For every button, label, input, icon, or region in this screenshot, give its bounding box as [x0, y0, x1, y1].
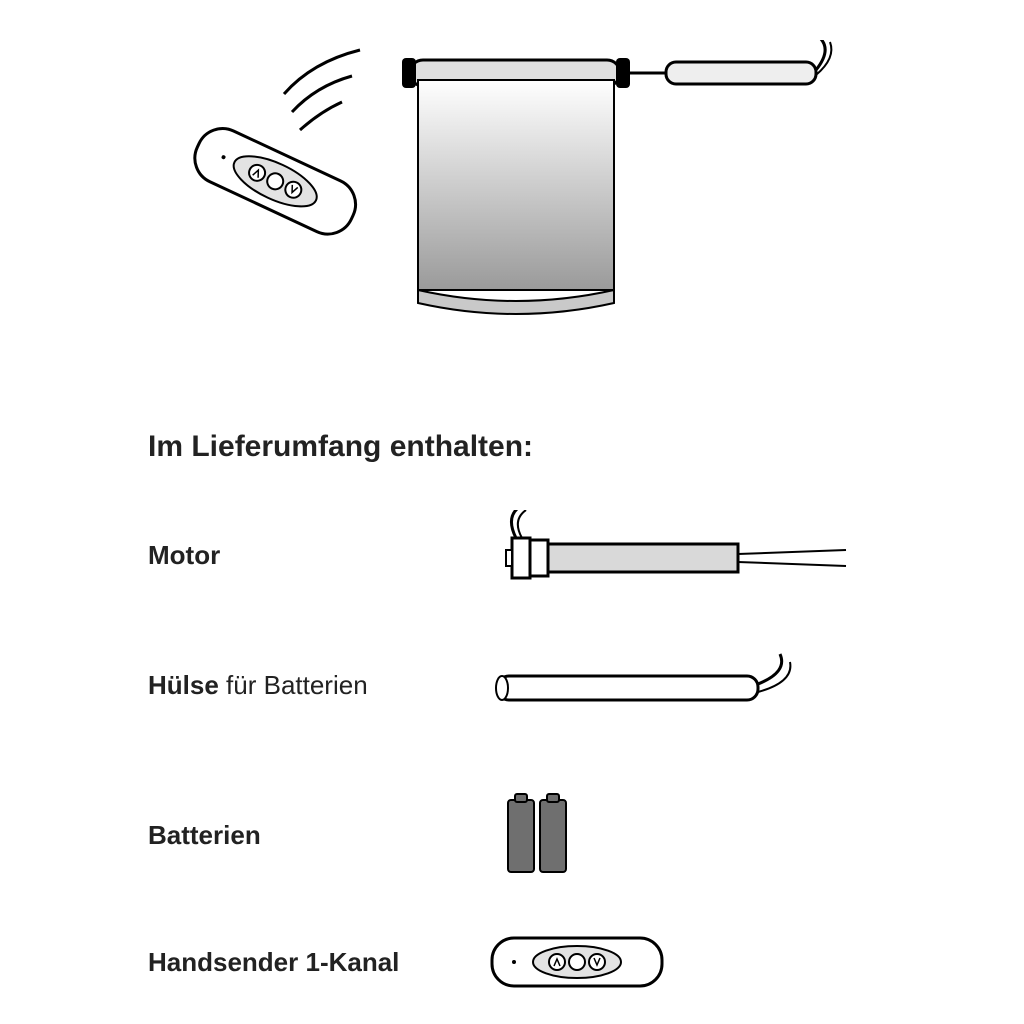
label-huelse-bold: Hülse — [148, 670, 219, 700]
label-batt-bold: Batterien — [148, 820, 261, 850]
label-motor-bold: Motor — [148, 540, 220, 570]
hero-illustration — [180, 40, 840, 370]
row-handsender: Handsender 1-Kanal — [148, 930, 868, 994]
motor-icon — [488, 510, 868, 600]
section-title: Im Lieferumfang enthalten: — [148, 430, 533, 464]
handsender-icon — [488, 930, 868, 994]
row-motor: Motor — [148, 510, 868, 600]
row-batterien: Batterien — [148, 790, 868, 880]
row-huelse: Hülse für Batterien — [148, 650, 868, 720]
label-remote-bold: Handsender 1-Kanal — [148, 947, 399, 977]
battery-icon — [488, 790, 868, 880]
label-huelse-light: für Batterien — [219, 670, 368, 700]
huelse-icon — [488, 650, 868, 720]
